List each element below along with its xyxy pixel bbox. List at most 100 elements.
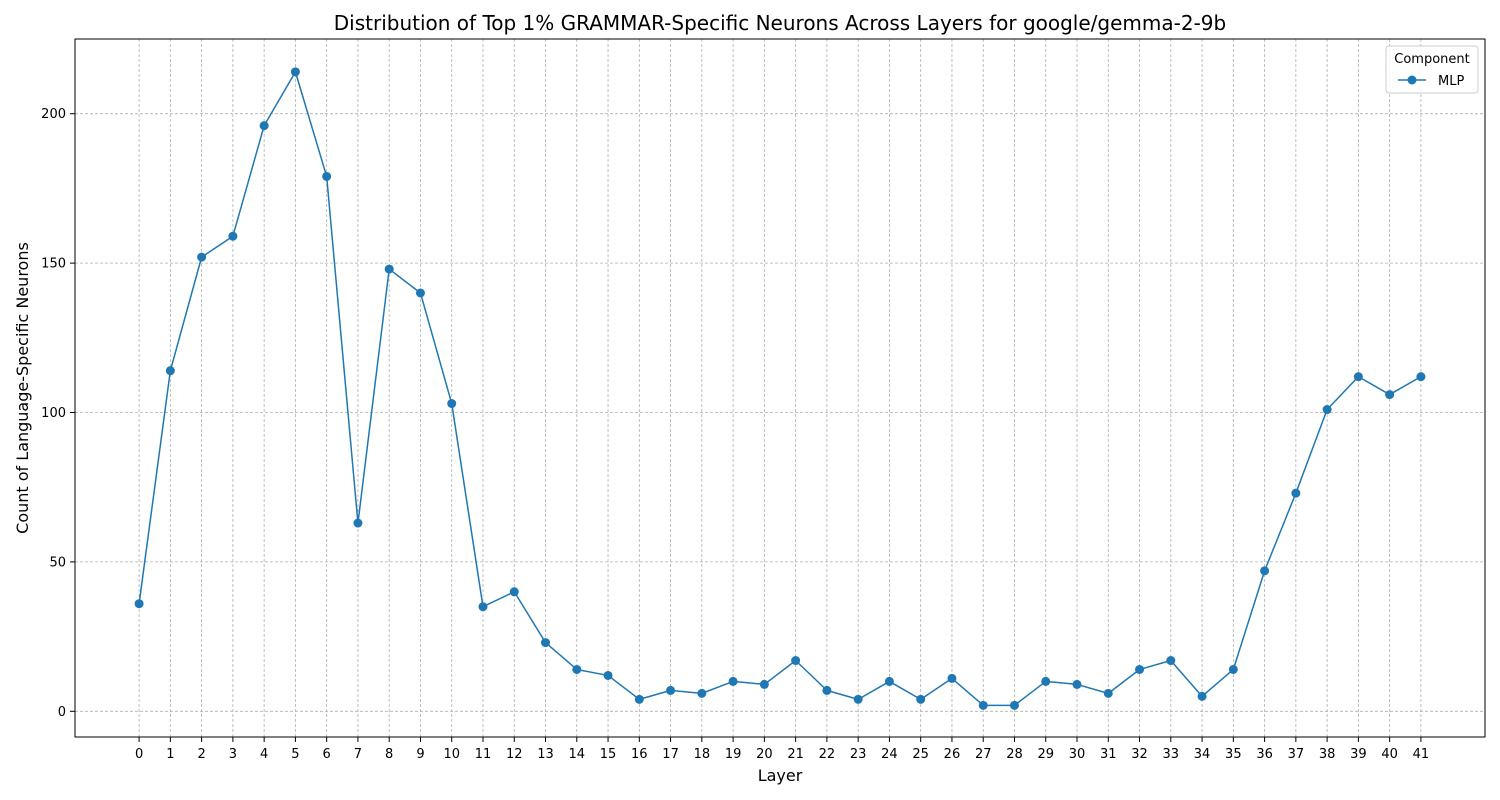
data-point	[884, 676, 894, 686]
data-point	[572, 664, 582, 674]
data-point	[947, 673, 957, 683]
x-tick-label: 15	[600, 747, 617, 762]
x-tick-label: 8	[385, 747, 393, 762]
x-tick-label: 11	[475, 747, 492, 762]
data-point	[353, 518, 363, 528]
data-point	[447, 399, 457, 409]
y-tick-label: 0	[58, 705, 66, 720]
x-tick-label: 41	[1413, 747, 1430, 762]
data-point	[759, 679, 769, 689]
legend: Component MLP	[1385, 45, 1479, 94]
data-point	[791, 656, 801, 666]
data-point	[541, 638, 551, 648]
x-tick-label: 24	[881, 747, 898, 762]
data-point	[853, 694, 863, 704]
x-tick-label: 30	[1069, 747, 1086, 762]
x-tick-label: 12	[506, 747, 523, 762]
x-tick-label: 25	[912, 747, 929, 762]
y-axis-label: Count of Language-Specific Neurons	[13, 242, 32, 534]
x-tick-label: 5	[291, 747, 299, 762]
y-axis: 0 50 100 150 200	[41, 107, 75, 720]
x-axis: 0 1 2 3 4 5 6 7 8 9 10 11 12 13 14 15 16 17 18 19 20 21 22 23 24…	[135, 737, 1429, 762]
data-point	[822, 685, 832, 695]
grid	[75, 39, 1485, 737]
data-point	[1166, 656, 1176, 666]
data-point	[916, 694, 926, 704]
x-axis-label: Layer	[758, 766, 803, 785]
x-tick-label: 19	[725, 747, 742, 762]
x-tick-label: 38	[1319, 747, 1336, 762]
data-point	[478, 602, 488, 612]
data-point	[165, 366, 175, 376]
legend-entry-label: MLP	[1438, 74, 1464, 89]
data-point	[1353, 372, 1363, 382]
x-tick-label: 27	[975, 747, 992, 762]
x-tick-label: 37	[1288, 747, 1305, 762]
series-line-mlp	[138, 71, 1422, 707]
x-tick-label: 22	[819, 747, 836, 762]
x-tick-label: 17	[662, 747, 679, 762]
data-point	[322, 171, 332, 181]
x-tick-label: 23	[850, 747, 867, 762]
x-tick-label: 28	[1006, 747, 1023, 762]
data-point	[1291, 488, 1301, 498]
y-tick-label: 100	[41, 406, 66, 421]
data-point	[1072, 679, 1082, 689]
x-tick-label: 21	[787, 747, 804, 762]
x-tick-label: 18	[694, 747, 711, 762]
x-tick-label: 39	[1350, 747, 1367, 762]
x-tick-label: 2	[197, 747, 205, 762]
x-tick-label: 7	[354, 747, 362, 762]
x-tick-label: 0	[135, 747, 143, 762]
data-point	[509, 587, 519, 597]
data-point	[1260, 566, 1270, 576]
legend-marker-dot	[1407, 75, 1417, 85]
x-tick-label: 9	[416, 747, 424, 762]
x-tick-label: 40	[1381, 747, 1398, 762]
data-point	[603, 670, 613, 680]
y-tick-label: 50	[49, 555, 66, 570]
series-group	[134, 67, 1426, 710]
y-tick-label: 200	[41, 107, 66, 122]
x-tick-label: 13	[537, 747, 554, 762]
data-point	[290, 67, 300, 77]
x-tick-label: 1	[166, 747, 174, 762]
data-point	[197, 252, 207, 262]
x-tick-label: 35	[1225, 747, 1242, 762]
x-tick-label: 36	[1256, 747, 1273, 762]
data-point	[134, 599, 144, 609]
x-tick-label: 6	[323, 747, 331, 762]
y-tick-label: 150	[41, 257, 66, 272]
data-point	[697, 688, 707, 698]
data-point	[1385, 390, 1395, 400]
x-tick-label: 29	[1037, 747, 1054, 762]
data-point	[1228, 664, 1238, 674]
x-tick-label: 4	[260, 747, 268, 762]
x-tick-label: 3	[229, 747, 237, 762]
x-tick-label: 34	[1194, 747, 1211, 762]
data-point	[384, 264, 394, 274]
x-tick-label: 16	[631, 747, 648, 762]
x-tick-label: 32	[1131, 747, 1148, 762]
x-tick-label: 33	[1163, 747, 1180, 762]
data-point	[1322, 405, 1332, 415]
data-point	[1135, 664, 1145, 674]
data-point	[259, 121, 269, 131]
x-tick-label: 14	[569, 747, 586, 762]
x-tick-label: 10	[443, 747, 460, 762]
data-point	[1103, 688, 1113, 698]
data-point	[978, 700, 988, 710]
data-point	[415, 288, 425, 298]
data-point	[1041, 676, 1051, 686]
x-tick-label: 26	[944, 747, 961, 762]
x-tick-label: 31	[1100, 747, 1117, 762]
data-point	[1009, 700, 1019, 710]
legend-title: Component	[1394, 52, 1469, 67]
data-point	[1416, 372, 1426, 382]
data-point	[634, 694, 644, 704]
data-point	[728, 676, 738, 686]
data-point	[228, 231, 238, 241]
data-point	[1197, 691, 1207, 701]
